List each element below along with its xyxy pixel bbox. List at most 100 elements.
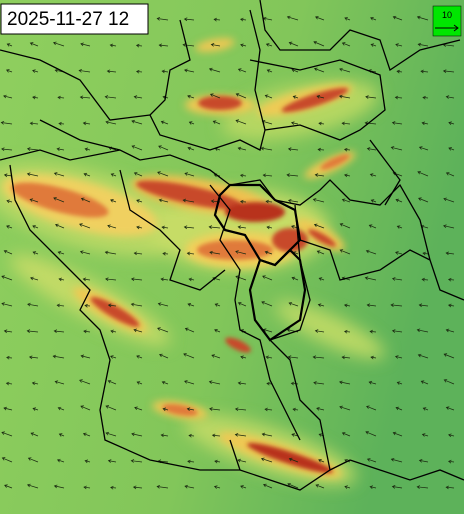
wind-arrow xyxy=(29,42,39,47)
wind-arrow xyxy=(159,353,169,359)
wind-arrow xyxy=(32,407,39,411)
wind-arrow xyxy=(30,276,39,281)
wind-arrow xyxy=(79,95,91,100)
wind-arrow xyxy=(448,121,455,125)
wind-arrow xyxy=(135,43,143,48)
wind-arrow xyxy=(187,146,195,151)
wind-arrow xyxy=(213,485,221,489)
wind-arrow xyxy=(105,277,117,282)
wind-arrow xyxy=(26,172,39,177)
wind-arrow xyxy=(364,276,377,281)
wind-arrow xyxy=(316,250,325,255)
wind-arrow xyxy=(445,251,455,256)
wind-arrow xyxy=(287,147,299,151)
wind-arrow xyxy=(448,433,455,438)
wind-arrow xyxy=(110,329,117,334)
wind-arrow xyxy=(316,95,325,99)
wind-arrow xyxy=(237,225,247,230)
wind-arrow xyxy=(135,69,143,74)
wind-arrow xyxy=(395,43,403,47)
wind-arrow xyxy=(264,250,273,255)
wind-arrow xyxy=(110,485,117,490)
wind-arrow xyxy=(365,249,377,255)
wind-arrow xyxy=(261,301,273,307)
wind-arrow xyxy=(6,355,13,360)
wind-arrow xyxy=(209,407,221,411)
wind-arrow xyxy=(104,250,117,255)
wind-arrow xyxy=(3,249,13,255)
wind-arrow xyxy=(1,457,13,463)
wind-arrow xyxy=(131,119,143,125)
wind-arrow xyxy=(264,94,273,99)
wind-arrow xyxy=(396,381,403,385)
wind-arrow xyxy=(341,121,351,126)
wind-arrow xyxy=(83,485,91,490)
wind-arrow xyxy=(416,328,429,333)
wind-arrow xyxy=(445,406,455,411)
wind-arrow xyxy=(240,17,247,22)
wind-arrow xyxy=(3,329,13,334)
wind-arrow xyxy=(133,95,143,99)
wind-arrow xyxy=(315,15,325,21)
wind-arrow xyxy=(420,69,429,74)
wind-arrow xyxy=(156,484,169,489)
wind-arrow xyxy=(188,121,195,125)
wind-arrow xyxy=(4,484,13,489)
wind-arrow xyxy=(84,147,91,152)
wind-arrow xyxy=(339,67,351,73)
wind-arrow xyxy=(58,433,65,437)
wind-arrow xyxy=(130,277,143,281)
wind-arrow xyxy=(3,94,13,99)
wind-arrow xyxy=(80,197,91,203)
wind-arrow xyxy=(318,121,325,126)
wind-arrow xyxy=(262,328,273,333)
wind-arrow xyxy=(136,355,143,359)
wind-arrow xyxy=(370,199,377,203)
wind-arrow xyxy=(418,197,429,203)
wind-arrow xyxy=(314,329,325,333)
wind-arrow xyxy=(260,457,273,463)
wind-arrow xyxy=(235,119,247,125)
wind-arrow xyxy=(341,355,351,360)
wind-arrow xyxy=(161,225,169,230)
bold-borders xyxy=(213,183,307,342)
wind-arrow xyxy=(157,171,169,177)
wind-arrow xyxy=(237,458,247,463)
wind-arrow xyxy=(105,120,117,125)
wind-arrow xyxy=(370,355,377,360)
wind-arrow xyxy=(416,485,429,489)
wind-arrow xyxy=(213,17,221,22)
wind-arrow xyxy=(391,485,403,489)
wind-arrow xyxy=(5,69,13,73)
wind-arrow xyxy=(1,147,13,152)
wind-arrow xyxy=(287,355,299,359)
wind-arrow xyxy=(83,329,91,334)
wind-arrow xyxy=(286,15,299,21)
wind-arrow xyxy=(160,277,169,282)
wind-arrow xyxy=(239,199,247,204)
wind-arrow xyxy=(292,407,299,412)
wind-arrow xyxy=(343,147,351,152)
wind-arrow xyxy=(317,303,325,307)
timestamp-box xyxy=(0,3,149,35)
wind-arrow xyxy=(136,199,143,203)
wind-arrow xyxy=(421,433,429,437)
wind-arrow xyxy=(208,225,221,229)
wind-arrow xyxy=(107,303,117,308)
wind-arrow xyxy=(396,225,403,229)
wind-arrow xyxy=(32,225,39,229)
wind-arrow xyxy=(26,147,39,151)
wind-arrow xyxy=(288,301,299,307)
timestamp: 2025-11-27 12 xyxy=(7,9,129,30)
legend-arrow-head xyxy=(453,24,459,32)
wind-arrow xyxy=(318,459,325,463)
wind-arrow xyxy=(339,405,351,411)
wind-arrow xyxy=(390,303,403,307)
wind-arrow xyxy=(82,277,91,282)
wind-arrow xyxy=(422,251,429,256)
wind-arrow xyxy=(54,380,65,385)
wind-arrow xyxy=(341,432,351,437)
wind-arrow xyxy=(417,171,429,177)
wind-arrow xyxy=(184,484,195,489)
